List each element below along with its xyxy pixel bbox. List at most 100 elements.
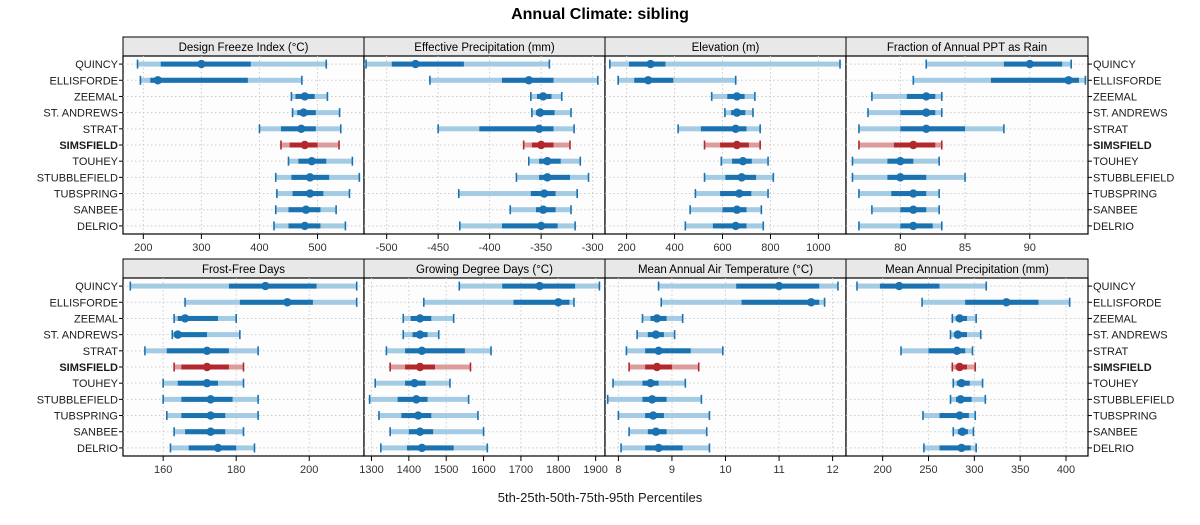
median-dot bbox=[643, 76, 653, 85]
median-dot bbox=[543, 156, 552, 166]
site-label-left: QUINCY bbox=[75, 281, 118, 293]
median-dot bbox=[1002, 298, 1011, 307]
band-25th-75th bbox=[645, 348, 691, 354]
site-label-left: STUBBLEFIELD bbox=[37, 394, 118, 406]
median-dot bbox=[417, 443, 427, 453]
band-5th-95th bbox=[292, 110, 340, 116]
x-axis-tick-label: 200 bbox=[134, 242, 152, 254]
band-25th-75th bbox=[391, 61, 464, 67]
site-label-right: TOUHEY bbox=[1093, 378, 1139, 390]
band-5th-95th bbox=[629, 429, 707, 435]
errorbar-zeemal bbox=[710, 91, 756, 101]
median-dot bbox=[540, 189, 549, 198]
x-axis-tick-label: 200 bbox=[617, 242, 635, 254]
median-dot bbox=[957, 443, 966, 453]
median-dot bbox=[300, 221, 309, 231]
x-axis-tick-label: 1900 bbox=[583, 464, 607, 476]
median-dot bbox=[1064, 76, 1073, 85]
errorbar-touhey bbox=[374, 378, 451, 388]
median-dot bbox=[957, 378, 966, 388]
site-label-left: QUINCY bbox=[75, 59, 118, 71]
site-label-left: STRAT bbox=[83, 346, 119, 358]
errorbar-delrio bbox=[458, 221, 576, 231]
band-25th-75th bbox=[539, 174, 570, 180]
errorbar-tubspring bbox=[378, 411, 479, 421]
errorbar-stubblefield bbox=[606, 394, 703, 404]
median-dot bbox=[153, 76, 163, 85]
median-dot bbox=[417, 346, 427, 356]
band-5th-95th bbox=[926, 61, 1072, 67]
errorbar-touhey bbox=[720, 156, 769, 166]
site-label-right: ZEEMAL bbox=[1093, 313, 1137, 325]
median-dot bbox=[543, 173, 552, 182]
errorbar-strat bbox=[258, 124, 342, 134]
errorbar-sanbee bbox=[628, 427, 708, 437]
median-dot bbox=[197, 59, 206, 69]
median-dot bbox=[412, 395, 421, 404]
band-25th-75th bbox=[175, 332, 207, 338]
errorbar-delrio bbox=[380, 443, 489, 453]
median-dot bbox=[524, 76, 533, 85]
median-dot bbox=[731, 124, 740, 134]
median-dot bbox=[554, 298, 563, 307]
band-25th-75th bbox=[879, 283, 940, 289]
x-axis-tick-label: 1000 bbox=[806, 242, 830, 254]
errorbar-simsfield bbox=[522, 140, 571, 150]
site-label-left: TOUHEY bbox=[72, 156, 118, 168]
x-axis-tick-label: 350 bbox=[1011, 464, 1029, 476]
median-dot bbox=[922, 108, 931, 117]
errorbar-tubspring bbox=[694, 189, 769, 199]
x-axis-tick-label: 12 bbox=[826, 464, 838, 476]
site-label-right: STUBBLEFIELD bbox=[1093, 172, 1174, 184]
median-dot bbox=[539, 205, 548, 214]
x-axis-tick-label: 200 bbox=[873, 464, 891, 476]
band-25th-75th bbox=[177, 315, 218, 321]
median-dot bbox=[415, 362, 425, 372]
median-dot bbox=[305, 173, 315, 182]
errorbar-st-andrews bbox=[724, 108, 754, 118]
site-label-right: QUINCY bbox=[1093, 281, 1136, 293]
band-25th-75th bbox=[188, 445, 237, 451]
errorbar-quincy bbox=[856, 281, 988, 291]
errorbar-zeemal bbox=[530, 91, 563, 101]
x-axis-tick-label: 200 bbox=[300, 464, 318, 476]
x-axis-tick-label: 1800 bbox=[546, 464, 570, 476]
median-dot bbox=[732, 108, 742, 117]
band-25th-75th bbox=[939, 445, 971, 451]
site-label-left: SANBEE bbox=[73, 205, 118, 217]
site-label-left: TUBSPRING bbox=[54, 189, 118, 201]
errorbar-tubspring bbox=[166, 411, 259, 421]
x-axis-tick-label: -500 bbox=[376, 242, 398, 254]
errorbar-st-andrews bbox=[402, 330, 440, 340]
figure-title: Annual Climate: sibling bbox=[511, 6, 689, 23]
median-dot bbox=[301, 205, 311, 214]
x-axis-tick-label: -350 bbox=[530, 242, 552, 254]
median-dot bbox=[535, 108, 545, 117]
site-label-right: STRAT bbox=[1093, 346, 1129, 358]
band-25th-75th bbox=[513, 299, 570, 305]
median-dot bbox=[652, 314, 662, 323]
errorbar-ellisforde bbox=[429, 75, 599, 85]
site-label-left: SANBEE bbox=[73, 427, 118, 439]
band-25th-75th bbox=[405, 348, 465, 354]
x-axis-tick-label: 400 bbox=[250, 242, 268, 254]
band-25th-75th bbox=[965, 299, 1039, 305]
panel-elevation: Elevation (m) 200 400 600 800 1000 bbox=[604, 36, 847, 254]
median-dot bbox=[283, 298, 292, 307]
panel-title: Frost-Free Days bbox=[202, 264, 285, 276]
median-dot bbox=[654, 346, 663, 356]
band-25th-75th bbox=[239, 299, 313, 305]
panel-title: Mean Annual Air Temperature (°C) bbox=[638, 264, 813, 276]
site-label-left: ELLISFORDE bbox=[50, 297, 118, 309]
median-dot bbox=[415, 314, 425, 323]
median-dot bbox=[261, 281, 270, 291]
band-25th-75th bbox=[166, 348, 229, 354]
median-dot bbox=[952, 346, 962, 356]
errorbar-ellisforde bbox=[617, 75, 737, 85]
errorbar-simsfield bbox=[173, 362, 245, 372]
site-label-left: DELRIO bbox=[77, 221, 118, 233]
median-dot bbox=[206, 427, 215, 436]
panel-mean-annual-air-temperature: Mean Annual Air Temperature (°C) 8 9 10 11 12 bbox=[604, 258, 847, 476]
